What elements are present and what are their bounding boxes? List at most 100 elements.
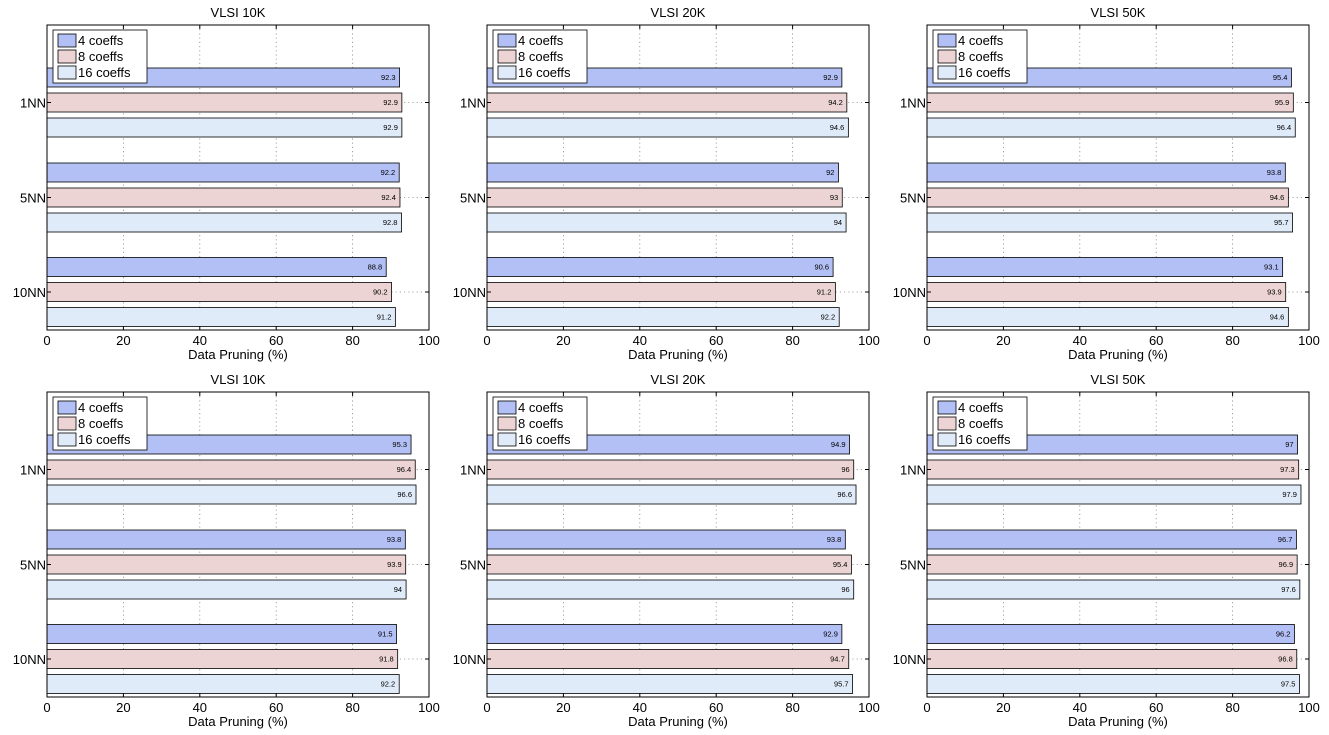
x-tick-label: 0	[923, 333, 930, 348]
y-tick-label: 10NN	[13, 285, 46, 300]
data-label: 92.8	[383, 218, 398, 227]
x-tick-label: 80	[785, 333, 799, 348]
bar-16-coeffs-10NN	[46, 674, 400, 694]
bar-4-coeffs-10NN	[926, 257, 1284, 277]
legend-swatch-4-coeffs	[497, 33, 517, 48]
y-tick-label: 1NN	[20, 463, 46, 478]
bar-4-coeffs-10NN	[46, 624, 397, 644]
legend-label: 4 coeffs	[78, 400, 124, 415]
x-tick-label: 60	[1149, 333, 1163, 348]
legend-label: 16 coeffs	[958, 432, 1011, 447]
legend-label: 16 coeffs	[78, 65, 131, 80]
y-tick-label: 5NN	[900, 191, 926, 206]
legend-label: 4 coeffs	[518, 400, 564, 415]
bar-8-coeffs-10NN	[486, 649, 850, 669]
bar-4-coeffs-5NN	[486, 529, 846, 550]
bar-8-coeffs-5NN	[486, 554, 852, 575]
legend-swatch-16-coeffs	[497, 65, 517, 80]
chart-title: VLSI 20K	[651, 372, 706, 387]
data-label: 93	[830, 193, 838, 202]
bar-4-coeffs-5NN	[926, 529, 1297, 550]
x-tick-label: 0	[483, 333, 490, 348]
chart-title: VLSI 10K	[211, 5, 266, 20]
legend-label: 8 coeffs	[78, 416, 124, 431]
legend-label: 8 coeffs	[958, 416, 1004, 431]
data-label: 96.4	[397, 465, 412, 474]
x-tick-label: 40	[1073, 700, 1087, 715]
bar-8-coeffs-1NN	[486, 459, 855, 480]
bar-8-coeffs-1NN	[46, 92, 403, 113]
legend-label: 8 coeffs	[518, 416, 564, 431]
bar-8-coeffs-1NN	[486, 92, 848, 113]
x-axis-label: Data Pruning (%)	[188, 714, 288, 729]
legend-swatch-8-coeffs	[497, 49, 517, 64]
data-label: 94.9	[831, 440, 846, 449]
bar-16-coeffs-10NN	[926, 307, 1289, 327]
bar-8-coeffs-10NN	[926, 649, 1298, 669]
chart-title: VLSI 20K	[651, 5, 706, 20]
data-label: 91.8	[379, 655, 394, 664]
bar-8-coeffs-1NN	[926, 459, 1300, 480]
data-label: 93.9	[1267, 288, 1282, 297]
y-tick-label: 10NN	[893, 652, 926, 667]
x-tick-label: 60	[1149, 700, 1163, 715]
legend-swatch-8-coeffs	[937, 49, 957, 64]
bar-16-coeffs-5NN	[486, 579, 855, 600]
plot-frame	[46, 391, 430, 698]
bar-4-coeffs-5NN	[46, 529, 406, 550]
data-label: 92.2	[381, 168, 396, 177]
data-label: 96.7	[1278, 535, 1293, 544]
legend-label: 8 coeffs	[958, 49, 1004, 64]
x-tick-label: 0	[483, 700, 490, 715]
legend-label: 16 coeffs	[518, 432, 571, 447]
bar-8-coeffs-5NN	[46, 554, 407, 575]
y-tick-label: 5NN	[460, 191, 486, 206]
x-tick-label: 40	[633, 700, 647, 715]
data-label: 93.9	[387, 560, 402, 569]
bar-8-coeffs-5NN	[926, 554, 1298, 575]
data-label: 94.6	[1270, 193, 1285, 202]
data-label: 97.3	[1280, 465, 1295, 474]
data-label: 90.6	[814, 263, 829, 272]
legend-swatch-16-coeffs	[57, 432, 77, 447]
bar-8-coeffs-5NN	[926, 187, 1289, 208]
data-label: 92.2	[821, 313, 836, 322]
data-label: 95.9	[1275, 98, 1290, 107]
legend-label: 4 coeffs	[958, 33, 1004, 48]
data-label: 96.8	[1278, 655, 1293, 664]
y-tick-label: 5NN	[20, 191, 46, 206]
x-tick-label: 0	[43, 333, 50, 348]
data-label: 95.7	[834, 680, 849, 689]
data-label: 88.8	[368, 263, 383, 272]
y-tick-label: 1NN	[20, 96, 46, 111]
plot-frame	[486, 24, 870, 331]
data-label: 95.7	[1274, 218, 1289, 227]
data-label: 92.4	[381, 193, 396, 202]
legend-swatch-16-coeffs	[497, 432, 517, 447]
x-tick-label: 100	[858, 700, 880, 715]
data-label: 96	[841, 585, 849, 594]
bar-4-coeffs-10NN	[486, 624, 843, 644]
x-tick-label: 60	[709, 700, 723, 715]
x-tick-label: 40	[1073, 333, 1087, 348]
legend-label: 16 coeffs	[518, 65, 571, 80]
bar-16-coeffs-10NN	[926, 674, 1300, 694]
bar-8-coeffs-10NN	[46, 282, 392, 302]
bar-8-coeffs-10NN	[46, 649, 399, 669]
data-label: 94.2	[828, 98, 843, 107]
legend-swatch-8-coeffs	[57, 49, 77, 64]
bar-16-coeffs-1NN	[926, 484, 1302, 505]
data-label: 96.6	[837, 490, 852, 499]
legend-swatch-4-coeffs	[937, 33, 957, 48]
legend-swatch-16-coeffs	[57, 65, 77, 80]
x-tick-label: 80	[345, 700, 359, 715]
x-tick-label: 80	[1225, 700, 1239, 715]
bar-4-coeffs-10NN	[486, 257, 834, 277]
y-tick-label: 10NN	[453, 652, 486, 667]
data-label: 97	[1285, 440, 1293, 449]
bar-16-coeffs-1NN	[926, 117, 1296, 138]
bar-4-coeffs-5NN	[486, 162, 839, 183]
data-label: 96.2	[1276, 630, 1291, 639]
